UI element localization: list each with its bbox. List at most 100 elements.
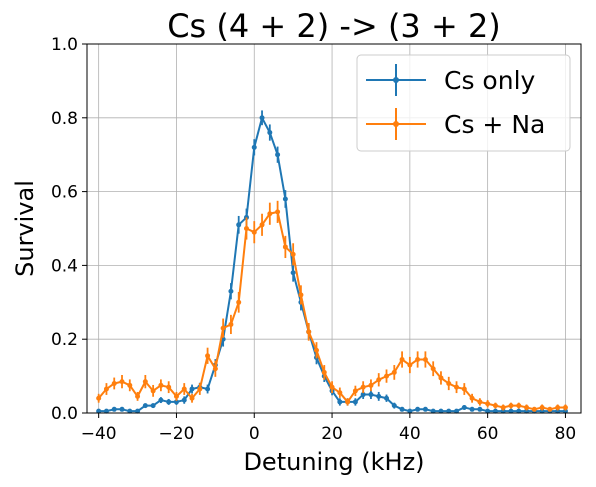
y-tick-label: 0.8: [51, 109, 78, 129]
plot-frame: [86, 43, 582, 414]
data-point: [127, 382, 133, 388]
data-point: [360, 392, 366, 398]
data-point: [384, 373, 390, 379]
data-point: [236, 222, 242, 228]
data-point: [477, 399, 483, 405]
data-point: [391, 403, 397, 409]
data-point: [158, 397, 164, 403]
data-point: [516, 408, 522, 414]
data-point: [103, 408, 109, 414]
data-point: [485, 408, 491, 414]
data-point: [446, 380, 452, 386]
data-point: [454, 384, 460, 390]
data-point: [516, 403, 522, 409]
data-point: [508, 408, 514, 414]
data-point: [290, 270, 296, 276]
x-axis-label: Detuning (kHz): [243, 448, 424, 476]
data-point: [415, 406, 421, 412]
data-point: [399, 406, 405, 412]
y-tick-label: 0.0: [51, 404, 78, 424]
data-point: [96, 408, 102, 414]
data-point: [142, 379, 148, 385]
data-point: [173, 399, 179, 405]
x-tick-label: −40: [81, 424, 117, 444]
legend-entry: Cs only: [366, 64, 536, 96]
data-point: [212, 366, 218, 372]
data-point: [290, 251, 296, 257]
data-point: [251, 229, 257, 235]
data-point: [181, 397, 187, 403]
series-cs-na: [96, 200, 568, 412]
data-point: [430, 366, 436, 372]
data-point: [562, 404, 568, 410]
data-point: [492, 408, 498, 414]
data-point: [228, 321, 234, 327]
data-point: [469, 406, 475, 412]
data-point: [492, 403, 498, 409]
data-point: [376, 393, 382, 399]
legend-marker: [393, 121, 399, 127]
data-point: [469, 395, 475, 401]
data-point: [555, 404, 561, 410]
data-point: [391, 369, 397, 375]
data-point: [150, 388, 156, 394]
data-point: [508, 403, 514, 409]
data-point: [539, 408, 545, 414]
data-point: [243, 226, 249, 231]
data-point: [352, 388, 358, 394]
data-point: [352, 399, 358, 405]
data-point: [259, 115, 265, 121]
data-point: [189, 395, 195, 401]
data-point: [228, 288, 234, 294]
data-point: [477, 406, 483, 412]
data-point: [205, 386, 211, 392]
data-point: [313, 347, 319, 353]
data-point: [524, 408, 530, 414]
data-point: [500, 404, 506, 410]
y-tick-label: 0.6: [51, 183, 78, 203]
data-point: [166, 399, 172, 405]
data-point: [220, 325, 226, 331]
data-point: [267, 130, 273, 136]
x-tick-label: 80: [555, 424, 577, 444]
data-point: [360, 384, 366, 390]
data-point: [275, 209, 281, 215]
data-point: [399, 356, 405, 362]
x-tick-label: 20: [321, 424, 343, 444]
data-point: [267, 211, 273, 217]
data-point: [422, 406, 428, 412]
data-point: [539, 404, 545, 410]
data-point: [415, 356, 421, 362]
y-tick-label: 0.2: [51, 330, 78, 350]
data-point: [205, 353, 211, 359]
data-point: [407, 408, 413, 414]
data-point: [96, 395, 102, 401]
data-point: [321, 369, 327, 375]
data-point: [111, 406, 117, 412]
x-tick-label: −20: [159, 424, 195, 444]
legend-label: Cs only: [444, 66, 536, 95]
data-point: [166, 384, 172, 390]
data-point: [282, 196, 288, 202]
ticks: −40 −20 0 20 40 60 80 0.0 0.2 0.4 0.6 0.8 1.0: [51, 35, 576, 444]
data-point: [282, 244, 288, 250]
data-point: [111, 380, 117, 386]
x-tick-label: 60: [477, 424, 499, 444]
data-point: [197, 386, 203, 392]
data-point: [119, 406, 125, 412]
y-tick-label: 0.4: [51, 256, 78, 276]
data-point: [430, 408, 436, 414]
data-point: [422, 356, 428, 362]
data-point: [524, 404, 530, 410]
series-layer: [96, 110, 568, 414]
legend-entry: Cs + Na: [366, 108, 545, 140]
legend-marker: [393, 77, 399, 83]
data-point: [368, 382, 374, 388]
data-point: [329, 384, 335, 390]
data-point: [446, 408, 452, 414]
data-point: [181, 386, 187, 392]
data-point: [384, 395, 390, 401]
data-point: [531, 406, 537, 412]
data-point: [500, 408, 506, 414]
